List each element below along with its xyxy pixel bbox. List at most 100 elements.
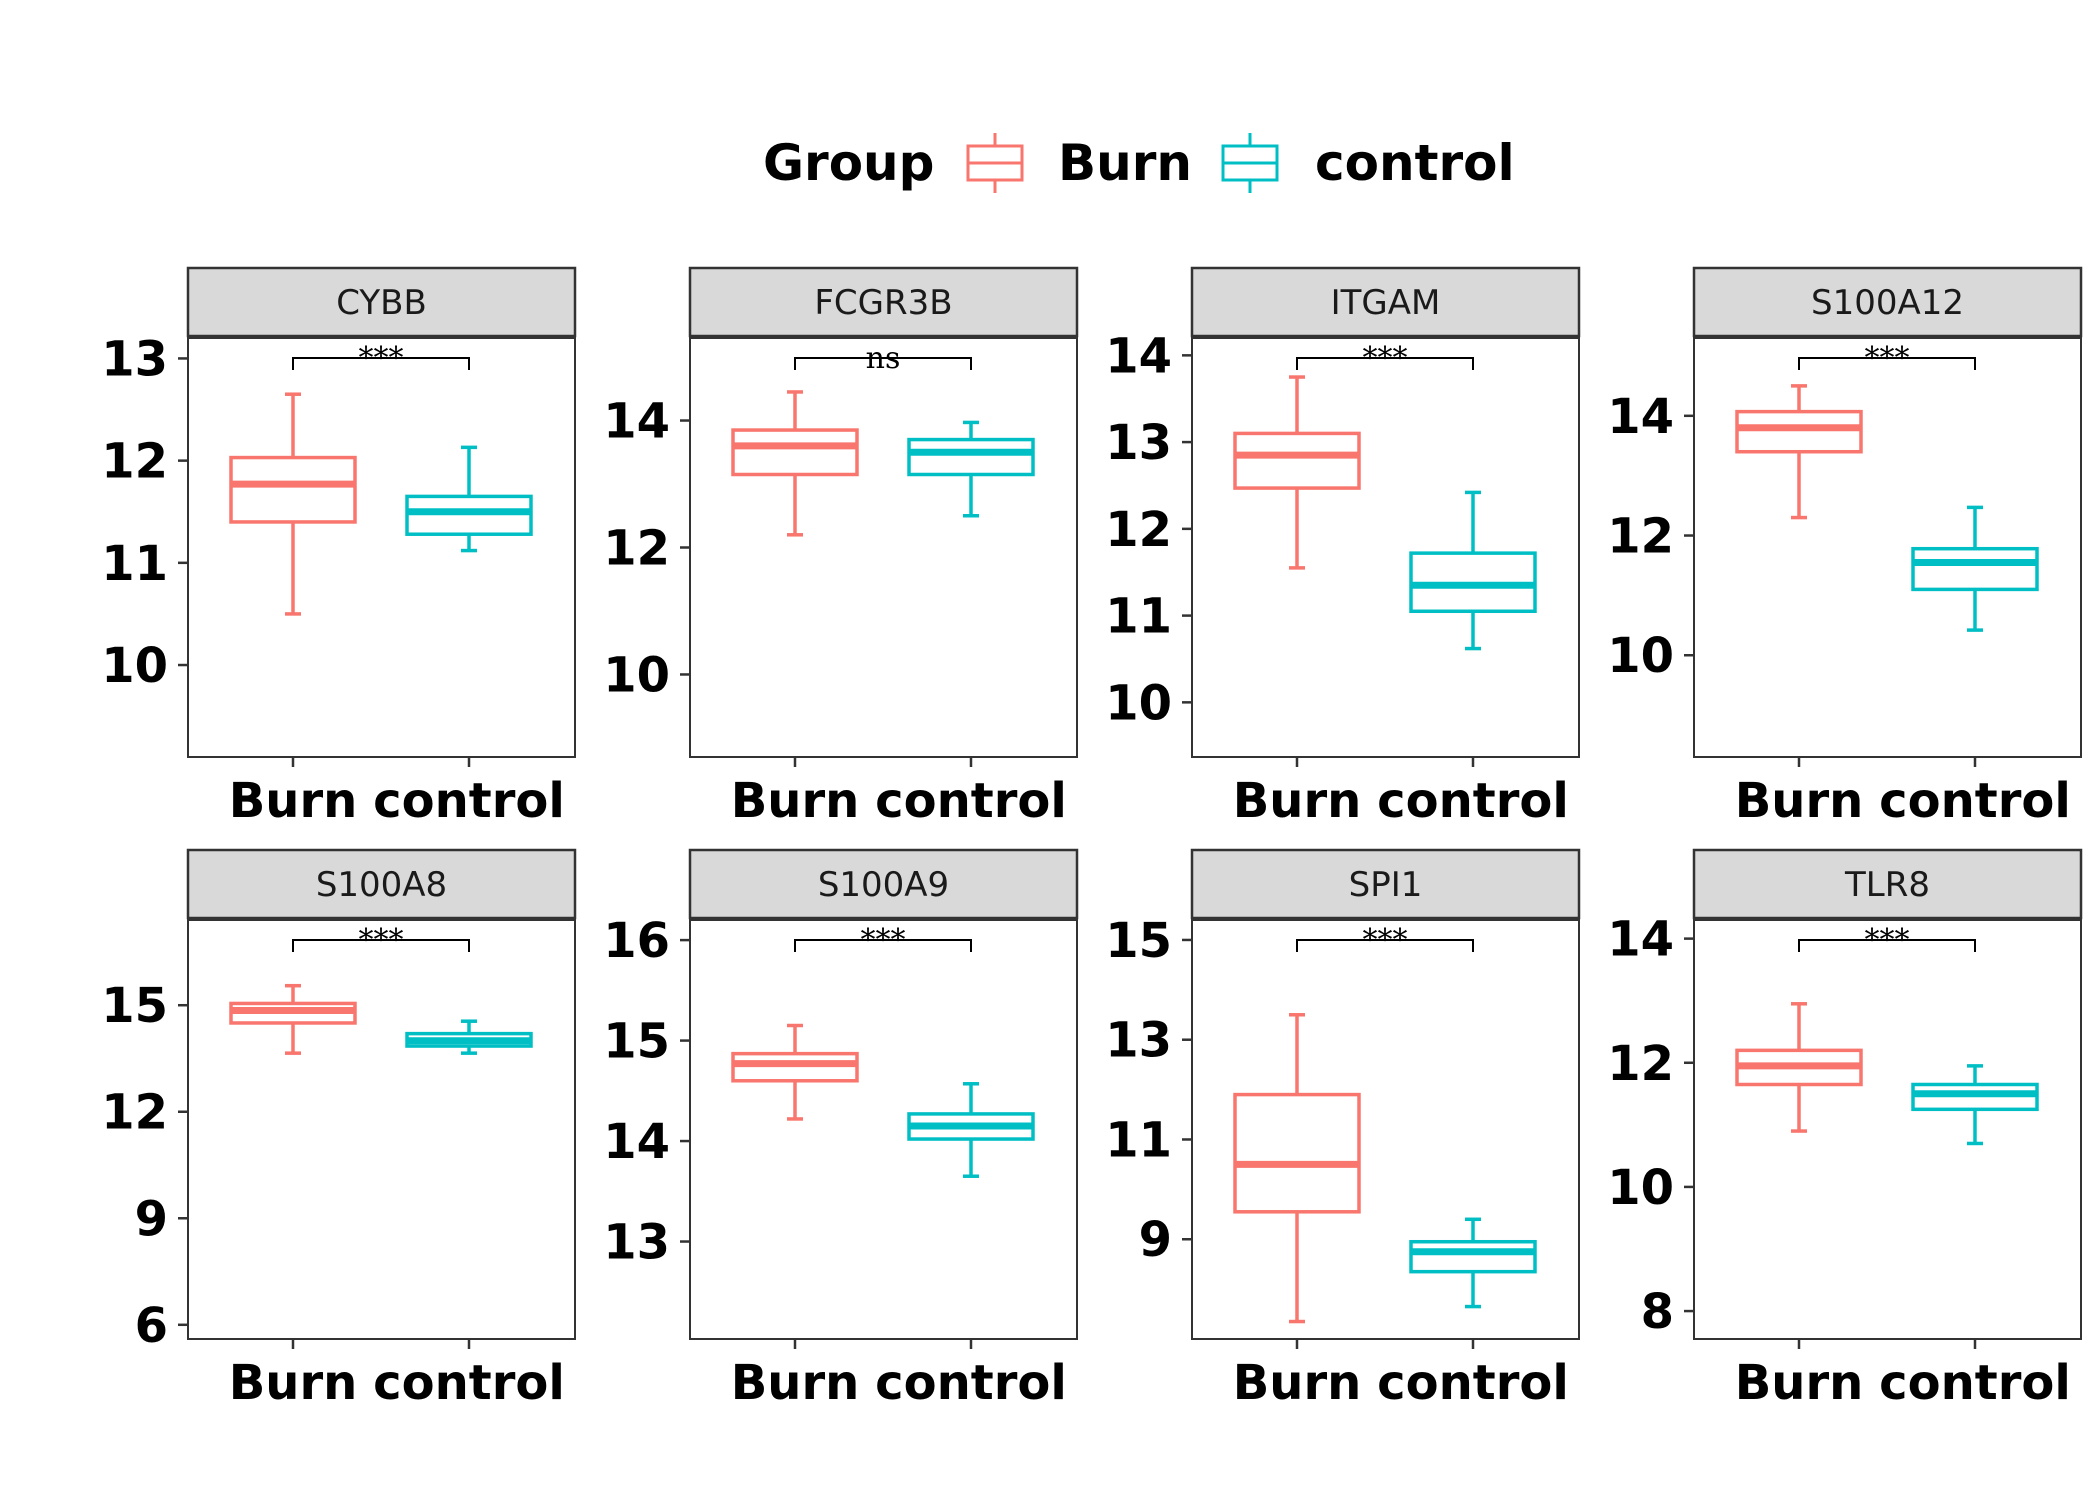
strip-background [186,848,577,920]
y-tick-label: 6 [135,1298,168,1354]
significance-label: *** [1363,923,1408,958]
legend-label-burn: Burn [1058,134,1192,192]
y-tick-label: 13 [1105,1013,1172,1069]
panel-border [187,919,576,1340]
box-burn [731,1023,859,1121]
x-tick-label: Burn [229,1355,358,1411]
box-burn [1735,1002,1863,1133]
x-tick-label: control [373,1355,565,1411]
strip-background [1190,848,1581,920]
y-tick-label: 12 [1105,502,1172,558]
significance-label: *** [861,923,906,958]
y-tick-label: 10 [101,638,168,694]
x-tick-label: Burn [731,773,860,829]
panel-itgam: ITGAM 10 11 12 13 14 Burn control *** [1105,266,1581,829]
box-control [1911,505,2039,632]
strip-background [1692,848,2083,920]
significance-bracket [1296,939,1474,952]
panel-s100a12: S100A12 10 12 14 Burn control *** [1607,266,2083,829]
panel-fcgr3b: FCGR3B 10 12 14 Burn control ns [603,266,1079,829]
y-tick-label: 15 [1105,913,1172,969]
box-iqr [1911,546,2039,592]
y-tick-label: 12 [603,521,670,577]
box-iqr [907,437,1035,477]
y-tick-label: 14 [603,394,670,450]
box-burn [1735,384,1863,520]
significance-bracket [1296,357,1474,370]
y-tick-label: 10 [603,647,670,703]
significance-bracket [292,357,470,370]
panel-border [187,337,576,758]
strip-label: S100A8 [316,865,447,905]
significance-label: *** [359,341,404,376]
y-tick-label: 9 [1139,1212,1172,1268]
x-tick-label: Burn [1735,773,1864,829]
x-tick-label: Burn [1735,1355,1864,1411]
box-control [405,445,533,553]
strip-background [1190,266,1581,338]
y-tick-label: 10 [1607,628,1674,684]
y-tick-label: 12 [1607,509,1674,565]
box-control [907,420,1035,518]
significance-label: ns [866,341,901,376]
y-tick-label: 12 [1607,1036,1674,1092]
legend-item-burn: Burn [966,133,1192,193]
significance-bracket [794,357,972,370]
strip-label: CYBB [336,283,427,323]
box-control [1911,1064,2039,1146]
panel-s100a9: S100A9 13 14 15 16 Burn control *** [603,848,1079,1411]
x-tick-label: control [373,773,565,829]
panel-border [689,337,1078,758]
box-control [907,1082,1035,1178]
x-tick-label: Burn [1233,1355,1362,1411]
strip-background [688,266,1079,338]
x-tick-label: control [1377,773,1569,829]
strip-background [1692,266,2083,338]
x-tick-label: control [1879,1355,2071,1411]
y-tick-label: 14 [1105,328,1172,384]
y-tick-label: 12 [101,434,168,490]
y-tick-label: 13 [101,331,168,387]
y-tick-label: 10 [1607,1160,1674,1216]
box-control [405,1019,533,1055]
significance-label: *** [359,923,404,958]
y-tick-label: 15 [101,978,168,1034]
y-tick-label: 11 [101,536,168,592]
strip-label: ITGAM [1331,283,1441,323]
x-tick-label: Burn [229,773,358,829]
legend-item-control: control [1221,133,1515,193]
box-iqr [1409,1239,1537,1274]
box-control [1409,490,1537,651]
legend: Group Burn control [763,133,1515,193]
x-tick-label: Burn [731,1355,860,1411]
panel-s100a8: S100A8 6 9 12 15 Burn control *** [101,848,577,1411]
significance-bracket [1798,939,1976,952]
box-iqr [1735,409,1863,454]
significance-label: *** [1865,923,1910,958]
significance-label: *** [1363,341,1408,376]
legend-label-control: control [1315,134,1515,192]
strip-label: TLR8 [1844,865,1930,905]
box-iqr [1233,1092,1361,1214]
box-burn [229,983,357,1055]
panel-border [1191,337,1580,758]
strip-label: SPI1 [1349,865,1423,905]
y-tick-label: 11 [1105,1112,1172,1168]
box-burn [731,390,859,537]
y-tick-label: 9 [135,1191,168,1247]
x-tick-label: control [1377,1355,1569,1411]
y-tick-label: 13 [603,1215,670,1271]
box-control [1409,1217,1537,1309]
panel-border [1693,919,2082,1340]
box-iqr [731,428,859,477]
panel-spi1: SPI1 9 11 13 15 Burn control *** [1105,848,1581,1411]
y-tick-label: 14 [1607,389,1674,445]
y-tick-label: 16 [603,913,670,969]
x-tick-label: control [875,1355,1067,1411]
strip-label: S100A9 [818,865,949,905]
y-tick-label: 12 [101,1085,168,1141]
legend-key-control [1221,133,1279,193]
x-tick-label: control [1879,773,2071,829]
strip-label: S100A12 [1811,283,1964,323]
